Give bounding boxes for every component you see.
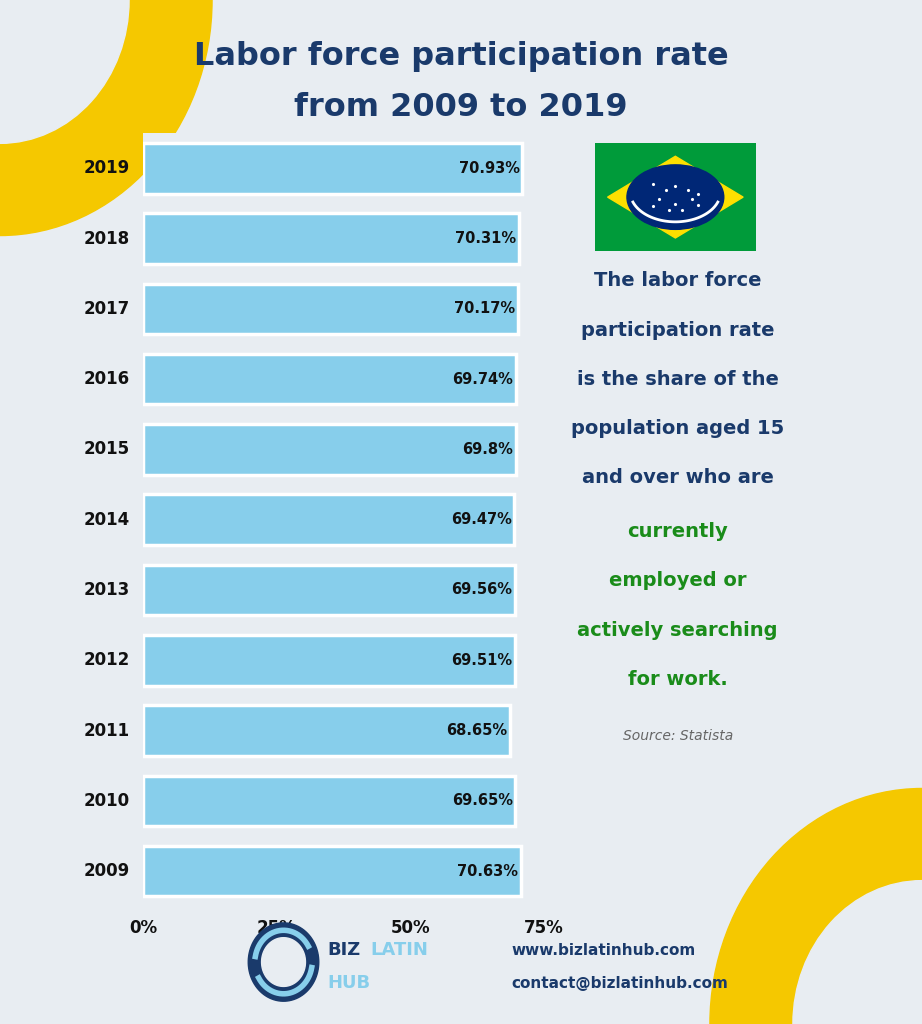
Text: The labor force: The labor force: [594, 271, 762, 291]
Text: contact@bizlatinhub.com: contact@bizlatinhub.com: [512, 976, 728, 990]
Text: from 2009 to 2019: from 2009 to 2019: [294, 92, 628, 123]
Circle shape: [627, 165, 724, 229]
Polygon shape: [608, 157, 743, 238]
Text: population aged 15: population aged 15: [571, 419, 785, 438]
Text: 2018: 2018: [83, 229, 129, 248]
Text: 2016: 2016: [83, 370, 129, 388]
Text: 69.47%: 69.47%: [451, 512, 512, 527]
Text: 70.63%: 70.63%: [457, 863, 518, 879]
Text: 2009: 2009: [83, 862, 129, 880]
Text: employed or: employed or: [609, 571, 747, 591]
Text: actively searching: actively searching: [577, 621, 778, 640]
Text: 69.56%: 69.56%: [451, 583, 513, 597]
Text: 69.8%: 69.8%: [463, 442, 514, 457]
Polygon shape: [248, 923, 319, 1001]
Text: 68.65%: 68.65%: [446, 723, 507, 738]
Bar: [143, 775, 515, 826]
Text: www.bizlatinhub.com: www.bizlatinhub.com: [512, 943, 696, 957]
Text: BIZ: BIZ: [327, 941, 361, 959]
Bar: [143, 495, 514, 545]
Bar: [143, 564, 514, 615]
Polygon shape: [262, 938, 305, 986]
Bar: [143, 846, 521, 896]
Bar: [143, 424, 516, 475]
Bar: [143, 143, 522, 194]
Text: 2011: 2011: [83, 722, 129, 739]
Text: 2017: 2017: [83, 300, 129, 317]
Text: and over who are: and over who are: [582, 468, 774, 487]
Text: 70.31%: 70.31%: [455, 231, 516, 246]
Text: LATIN: LATIN: [371, 941, 429, 959]
Bar: [143, 284, 518, 334]
FancyBboxPatch shape: [582, 135, 769, 259]
Text: 69.51%: 69.51%: [451, 652, 512, 668]
Text: Source: Statista: Source: Statista: [622, 729, 733, 743]
Bar: [143, 706, 510, 756]
Text: currently: currently: [627, 522, 728, 542]
Text: is the share of the: is the share of the: [577, 370, 778, 389]
Text: 70.93%: 70.93%: [458, 161, 519, 176]
Text: 69.74%: 69.74%: [453, 372, 514, 387]
Text: 70.17%: 70.17%: [455, 301, 515, 316]
Bar: [143, 354, 515, 404]
Text: 2010: 2010: [83, 792, 129, 810]
Text: Labor force participation rate: Labor force participation rate: [194, 41, 728, 72]
Text: 2019: 2019: [83, 160, 129, 177]
Text: 2012: 2012: [83, 651, 129, 670]
Text: 2015: 2015: [83, 440, 129, 459]
Text: 2014: 2014: [83, 511, 129, 528]
Text: for work.: for work.: [628, 670, 727, 689]
Text: 69.65%: 69.65%: [452, 794, 513, 808]
Bar: [143, 213, 519, 264]
Text: 2013: 2013: [83, 581, 129, 599]
Text: participation rate: participation rate: [581, 321, 774, 340]
Text: HUB: HUB: [327, 974, 371, 992]
Bar: [143, 635, 514, 685]
